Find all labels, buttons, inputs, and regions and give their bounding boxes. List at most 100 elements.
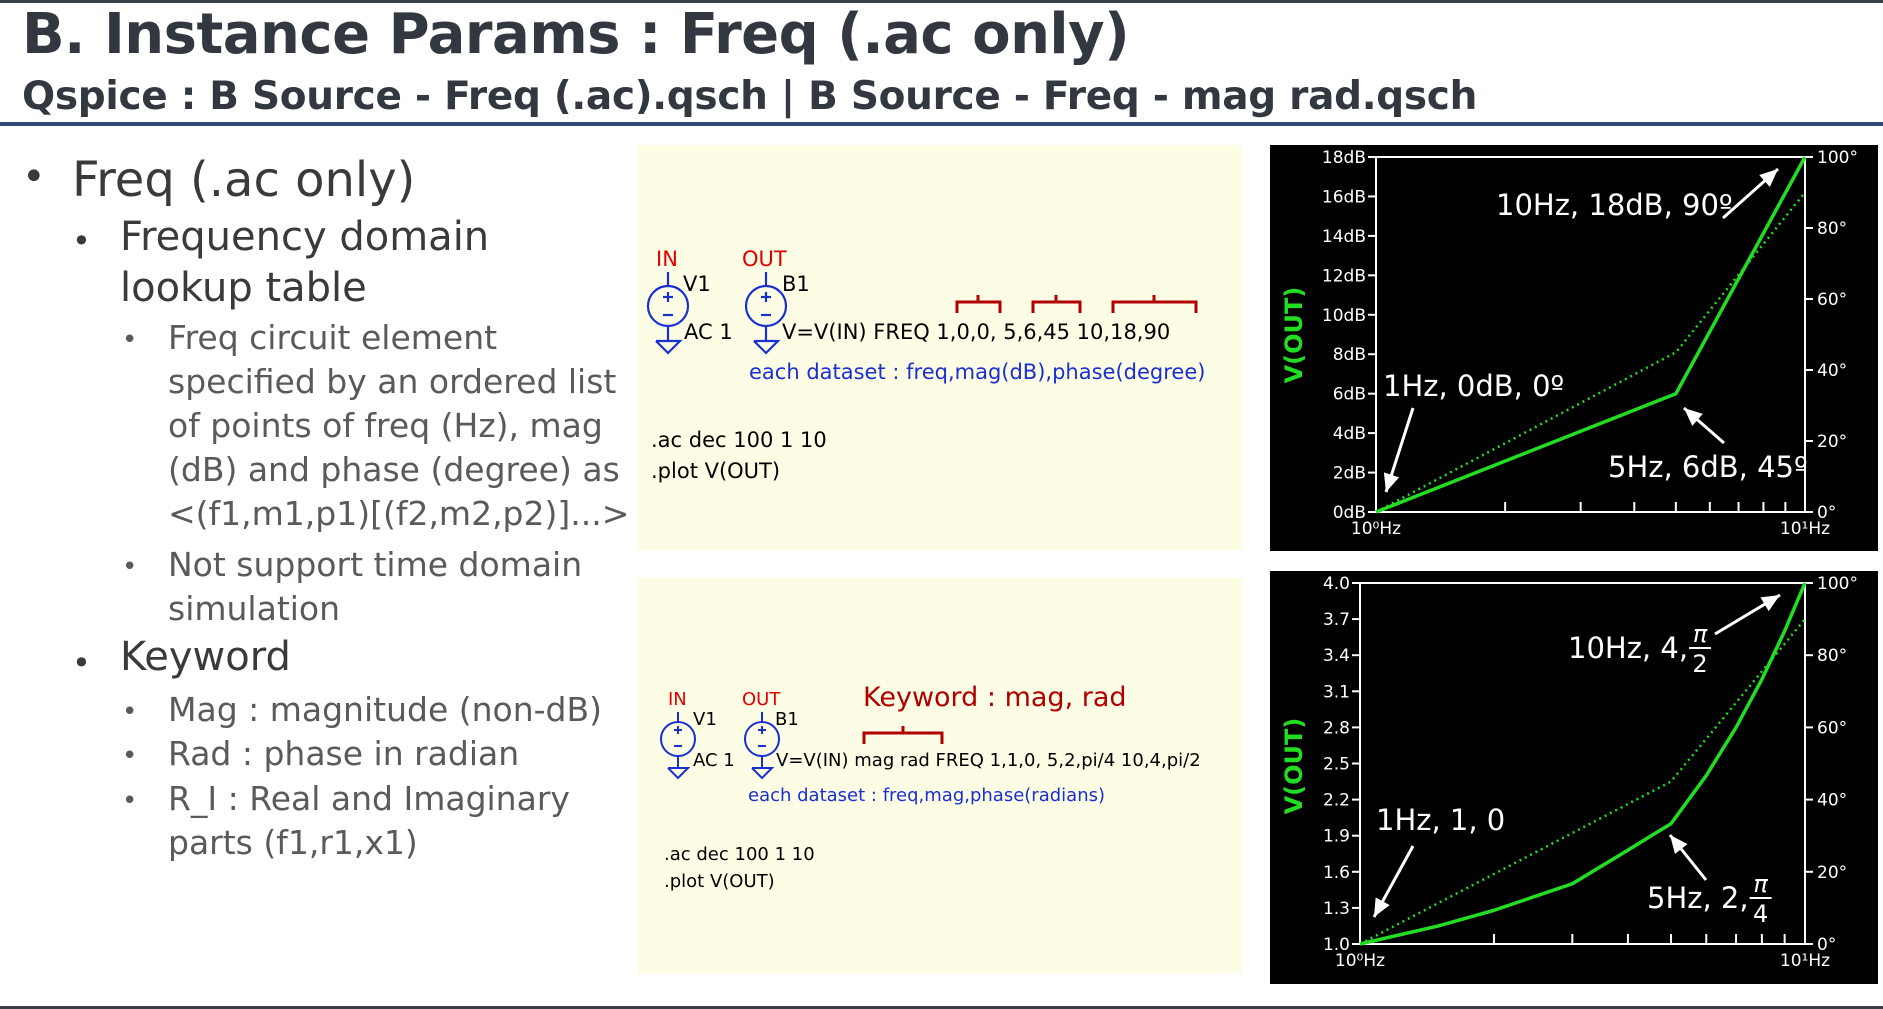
bullet-rad: Rad : phase in radian <box>168 734 520 773</box>
source-value-ac: AC 1 <box>693 750 735 771</box>
y2-tick-label: 40° <box>1817 791 1847 811</box>
dataset-braces <box>955 295 1198 313</box>
y2-tick-label: 100° <box>1817 148 1858 168</box>
annotation-arrow <box>1683 406 1725 445</box>
y-axis-label: V(OUT) <box>1280 287 1308 384</box>
y-tick-label: 18dB <box>1322 148 1366 168</box>
node-label-in: IN <box>656 247 678 271</box>
annotation-arrow <box>1372 845 1415 918</box>
bullet-marker: • <box>122 552 138 582</box>
plot-frame <box>1375 156 1806 513</box>
annotation-arrow <box>1714 593 1781 636</box>
bullet-lookup-line2: lookup table <box>120 265 367 311</box>
directive-ac: .ac dec 100 1 10 <box>664 844 815 865</box>
bullet-freq-desc-line1: Freq circuit element <box>168 318 498 357</box>
arrow-head <box>1759 169 1778 187</box>
arrow-head <box>1374 897 1390 917</box>
bullet-lookup-line1: Frequency domain <box>120 214 490 260</box>
schematic-graphics-bottom <box>660 712 944 780</box>
bullet-time-line1: Not support time domain <box>168 545 583 584</box>
bullet-ri-line2: parts (f1,r1,x1) <box>168 823 418 862</box>
arrow-head <box>1684 408 1703 426</box>
keyword-brace <box>862 726 944 744</box>
magnitude-trace <box>1375 156 1807 514</box>
directive-ac: .ac dec 100 1 10 <box>651 428 827 452</box>
b-source-expression: V=V(IN) FREQ 1,0,0, 5,6,45 10,18,90 <box>782 320 1171 344</box>
arrow-head <box>1760 595 1780 612</box>
annotation-arrow <box>1383 407 1415 493</box>
y2-tick-label: 80° <box>1817 219 1847 239</box>
directive-plot: .plot V(OUT) <box>651 459 781 483</box>
fraction-numerator: π <box>1693 620 1708 648</box>
page-title: B. Instance Params : Freq (.ac only) <box>22 2 1130 67</box>
schematic-graphics-top <box>646 272 1198 355</box>
bullet-freq: Freq (.ac only) <box>72 152 416 208</box>
component-label-b1: B1 <box>782 272 810 296</box>
annotation-text: 5Hz, 2, <box>1647 881 1749 915</box>
y-tick-label: 6dB <box>1333 385 1366 405</box>
bullet-mag: Mag : magnitude (non-dB) <box>168 690 602 729</box>
y-tick-label: 0dB <box>1333 503 1366 523</box>
b-source-expression: V=V(IN) mag rad FREQ 1,1,0, 5,2,pi/4 10,… <box>776 750 1201 771</box>
y2-tick-label: 20° <box>1817 432 1847 452</box>
y-tick-label: 2.8 <box>1323 718 1350 738</box>
chart-top-plot: 0dB 2dB 4dB 6dB 8dB 10dB 12dB 14dB 16dB 18dB 0° 20°… <box>1280 148 1858 539</box>
y-axis-label: V(OUT) <box>1280 718 1308 815</box>
bullet-freq-desc-line5: <(f1,m1,p1)[(f2,m2,p2)]...> <box>168 494 630 533</box>
y2-tick-label: 100° <box>1817 574 1858 594</box>
voltage-source-v1-symbol <box>660 712 696 780</box>
annotation-text: 10Hz, 18dB, 90º <box>1496 188 1733 222</box>
fraction-denominator: 4 <box>1753 900 1768 928</box>
y2-tick-label: 60° <box>1817 718 1847 738</box>
y-tick-label: 10dB <box>1322 306 1366 326</box>
bullet-marker: • <box>122 697 138 727</box>
source-value-ac: AC 1 <box>684 320 733 344</box>
fraction-numerator: π <box>1753 870 1768 898</box>
bottom-border <box>0 1006 1883 1009</box>
component-label-v1: V1 <box>683 272 711 296</box>
y-tick-label: 2dB <box>1333 464 1366 484</box>
y-tick-label: 3.4 <box>1323 646 1350 666</box>
chart-bottom: 1.0 1.3 1.6 1.9 2.2 2.5 2.8 3.1 3.4 3.7 4.0 0° 20° 40… <box>1270 571 1878 984</box>
bullet-marker: • <box>122 325 138 355</box>
node-label-out: OUT <box>742 689 781 710</box>
node-label-out: OUT <box>742 247 787 271</box>
chart-bottom-plot: 1.0 1.3 1.6 1.9 2.2 2.5 2.8 3.1 3.4 3.7 4.0 0° 20° 40… <box>1280 574 1858 971</box>
y-tick-label: 2.2 <box>1323 791 1350 811</box>
arrow-head <box>1383 472 1400 492</box>
y-tick-label: 1.9 <box>1323 827 1350 847</box>
y-tick-label: 16dB <box>1322 187 1366 207</box>
y2-tick-label: 60° <box>1817 290 1847 310</box>
y2-tick-label: 20° <box>1817 863 1847 883</box>
y-tick-label: 1.0 <box>1323 935 1350 955</box>
directive-plot: .plot V(OUT) <box>664 871 775 892</box>
y-tick-label: 8dB <box>1333 345 1366 365</box>
annotation-text: 5Hz, 6dB, 45º <box>1608 450 1808 484</box>
x-tick-label: 10¹Hz <box>1780 951 1830 971</box>
fraction-denominator: 2 <box>1692 650 1707 678</box>
bullet-freq-desc-line4: (dB) and phase (degree) as <box>168 450 620 489</box>
component-label-v1: V1 <box>693 709 717 730</box>
x-tick-label: 10¹Hz <box>1780 519 1830 539</box>
y-tick-label: 12dB <box>1322 266 1366 286</box>
y-tick-label: 3.1 <box>1323 682 1350 702</box>
dataset-note: each dataset : freq,mag(dB),phase(degree… <box>749 360 1206 384</box>
top-border <box>0 0 1883 3</box>
voltage-source-v1-symbol <box>646 272 690 355</box>
bullet-marker: • <box>72 644 91 682</box>
bullet-freq-desc-line3: of points of freq (Hz), mag <box>168 406 603 445</box>
bullet-marker: • <box>122 786 138 816</box>
x-tick-label: 10⁰Hz <box>1351 519 1401 539</box>
annotation-arrow <box>1668 834 1708 881</box>
y-tick-label: 4dB <box>1333 424 1366 444</box>
bullet-marker: • <box>122 741 138 771</box>
bullet-marker: • <box>72 222 91 260</box>
y-tick-label: 3.7 <box>1323 610 1350 630</box>
bullet-keyword: Keyword <box>120 634 291 680</box>
bullet-marker: • <box>22 154 46 200</box>
y-tick-label: 14dB <box>1322 227 1366 247</box>
component-label-b1: B1 <box>775 709 799 730</box>
y2-tick-label: 0° <box>1817 503 1836 523</box>
behavioral-source-b1-symbol <box>744 712 780 780</box>
y2-tick-label: 0° <box>1817 935 1836 955</box>
